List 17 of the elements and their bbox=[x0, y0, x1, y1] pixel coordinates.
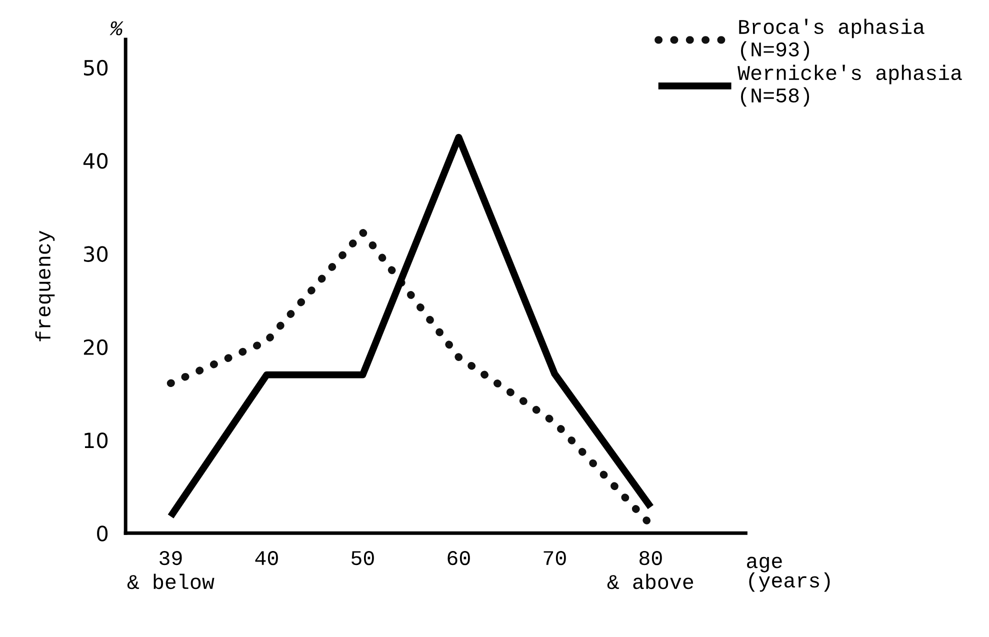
legend-label: Wernicke's aphasia (N=58) bbox=[738, 64, 962, 107]
x-tick-label: 80 & above bbox=[607, 551, 694, 590]
x-tick-label: 50 bbox=[352, 551, 374, 566]
y-tick-label: 40 bbox=[83, 153, 108, 169]
x-tick-label: 60 bbox=[448, 551, 470, 566]
x-tick-label: 39 & below bbox=[127, 551, 214, 590]
text: % bbox=[110, 21, 124, 36]
y-tick-label: 30 bbox=[84, 246, 108, 262]
x-axis-title: age (years) bbox=[747, 556, 830, 592]
y-axis-title: frequency bbox=[35, 230, 55, 342]
y-tick-label: 20 bbox=[84, 339, 108, 356]
y-tick-label: 50 bbox=[84, 60, 108, 76]
y-tick-label: 10 bbox=[84, 432, 108, 448]
legend-label: Broca's aphasia (N=93) bbox=[739, 18, 924, 61]
x-tick-label: 70 bbox=[544, 551, 566, 566]
x-tick-label: 40 bbox=[255, 551, 278, 566]
y-tick-label: 0 bbox=[97, 526, 108, 542]
